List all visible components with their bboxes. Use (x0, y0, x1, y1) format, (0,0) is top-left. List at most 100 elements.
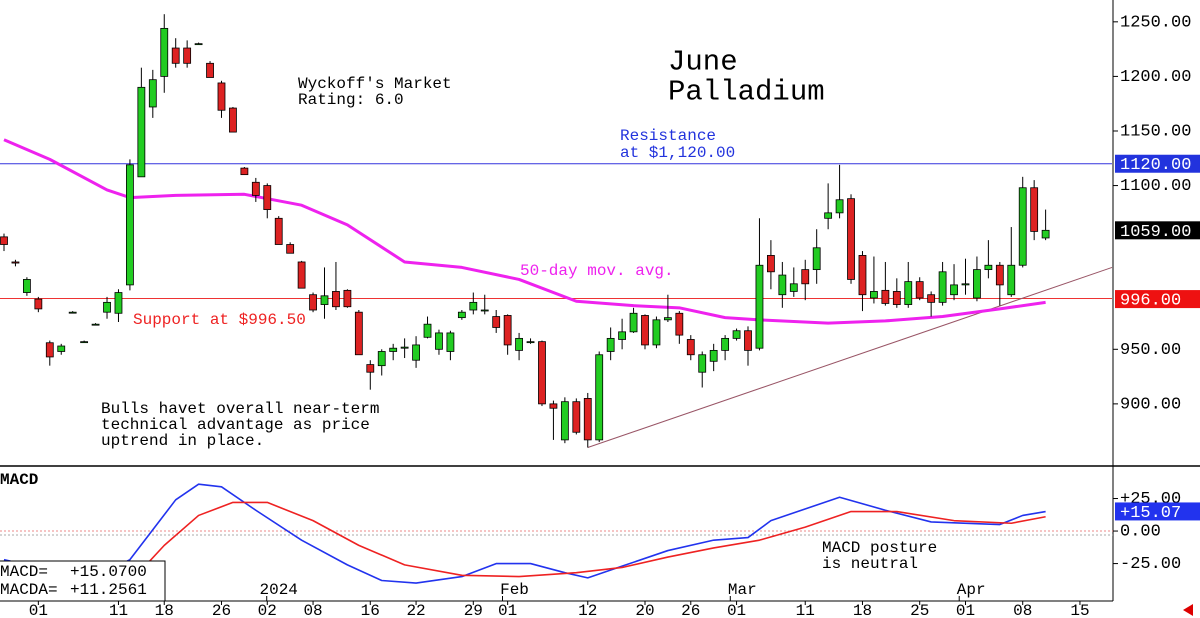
candle-body (904, 281, 913, 305)
candle-body (240, 167, 249, 176)
candle-body (652, 319, 661, 346)
candle-body (435, 332, 443, 350)
x-tick-label: 20 (635, 602, 654, 618)
x-tick-label: 08 (303, 602, 322, 618)
candle-body (160, 27, 169, 77)
candle-body (915, 281, 924, 299)
moving-average-label: 50-day mov. avg. (520, 262, 674, 280)
y-tick-label: 0.00 (1120, 523, 1161, 542)
candle-body (1030, 187, 1039, 232)
reference-label: at $1,120.00 (620, 144, 735, 162)
annotation: uptrend in place. (101, 432, 264, 450)
x-tick-label: 08 (1013, 602, 1032, 618)
candle-body (457, 311, 466, 319)
candle-body (870, 291, 878, 299)
candle-body (847, 198, 855, 280)
candle-body (686, 339, 695, 356)
candle-body (57, 345, 66, 352)
x-tick-label: 26 (681, 602, 700, 618)
candle-body (698, 354, 707, 373)
reference-label: Resistance (620, 127, 716, 145)
x-tick-label: 01 (498, 602, 517, 618)
candle-body (389, 347, 398, 352)
candle-body (126, 164, 134, 286)
candle-body (801, 269, 810, 285)
candle-body (366, 364, 375, 373)
candle-body (343, 289, 352, 308)
legend-name: MACDA= (0, 581, 58, 599)
x-tick-label: 01 (29, 602, 48, 618)
y-tick-label: 1100.00 (1120, 177, 1191, 196)
candle-body (217, 82, 226, 111)
candle-body (171, 47, 180, 64)
candle-body (812, 247, 821, 271)
scroll-arrow-icon[interactable] (1183, 604, 1193, 616)
x-tick-label: 01 (727, 602, 746, 618)
x-tick-label: 29 (464, 602, 483, 618)
candle-body (80, 341, 89, 344)
candle-body (973, 269, 981, 299)
panel-title: MACD (0, 471, 38, 489)
x-tick-label: 02 (258, 602, 277, 618)
candle-body (767, 255, 775, 273)
candle-body (755, 264, 764, 349)
candle-body (538, 341, 546, 405)
candle-body (229, 107, 237, 133)
candle-body (663, 317, 672, 321)
candle-body (492, 316, 501, 328)
annotation: technical advantage as price (101, 416, 370, 434)
candle-body (206, 62, 214, 78)
candle-body (549, 403, 558, 409)
chart-title: June (668, 46, 738, 79)
x-tick-label: 18 (155, 602, 174, 618)
candle-body (629, 312, 638, 333)
legend-value: +15.0700 (70, 563, 147, 581)
value-box-label: +15.07 (1120, 504, 1181, 523)
value-box (1115, 502, 1200, 521)
candle-body (938, 271, 947, 303)
x-tick-label: 11 (109, 602, 128, 618)
candle-body (194, 43, 203, 46)
candle-body (469, 301, 478, 311)
x-tick-label: 16 (361, 602, 380, 618)
candle-body (789, 283, 798, 292)
candle-body (503, 315, 512, 346)
month-label: Apr (957, 581, 986, 599)
candle-body (137, 86, 146, 178)
month-label: Feb (500, 581, 529, 599)
candle-body (606, 337, 615, 352)
annotation: Bulls havet overall near-term (101, 400, 379, 418)
y-tick-label: 1250.00 (1120, 13, 1191, 32)
candle-body (34, 298, 43, 310)
candle-body (22, 279, 31, 293)
candle-body (744, 330, 752, 351)
candle-body (103, 301, 111, 313)
legend-box (0, 560, 166, 602)
y-tick-label: 950.00 (1120, 341, 1181, 360)
legend-value: +11.2561 (70, 581, 147, 599)
macd-line (3, 483, 1046, 584)
candle-body (927, 294, 936, 303)
month-label: 2024 (260, 581, 298, 599)
candle-body (778, 274, 787, 296)
candle-body (881, 289, 890, 304)
moving-average-line (3, 138, 1046, 325)
y-tick-label: 1150.00 (1120, 122, 1191, 141)
candle-body (675, 312, 684, 336)
month-label: Mar (728, 581, 757, 599)
candle-body (91, 323, 100, 326)
price-box-label: 1059.00 (1120, 223, 1191, 242)
candle-body (274, 217, 283, 245)
candle-body (595, 354, 604, 441)
candle-body (446, 332, 455, 352)
candle-body (412, 344, 420, 361)
price-box (1115, 290, 1200, 309)
x-tick-label: 01 (956, 602, 975, 618)
candle-body (984, 264, 993, 271)
candle-body (114, 292, 123, 314)
candle-body (892, 291, 901, 305)
candle-body (858, 255, 867, 296)
x-tick-label: 15 (1070, 602, 1089, 618)
price-box (1115, 221, 1200, 240)
candle-body (480, 309, 489, 312)
